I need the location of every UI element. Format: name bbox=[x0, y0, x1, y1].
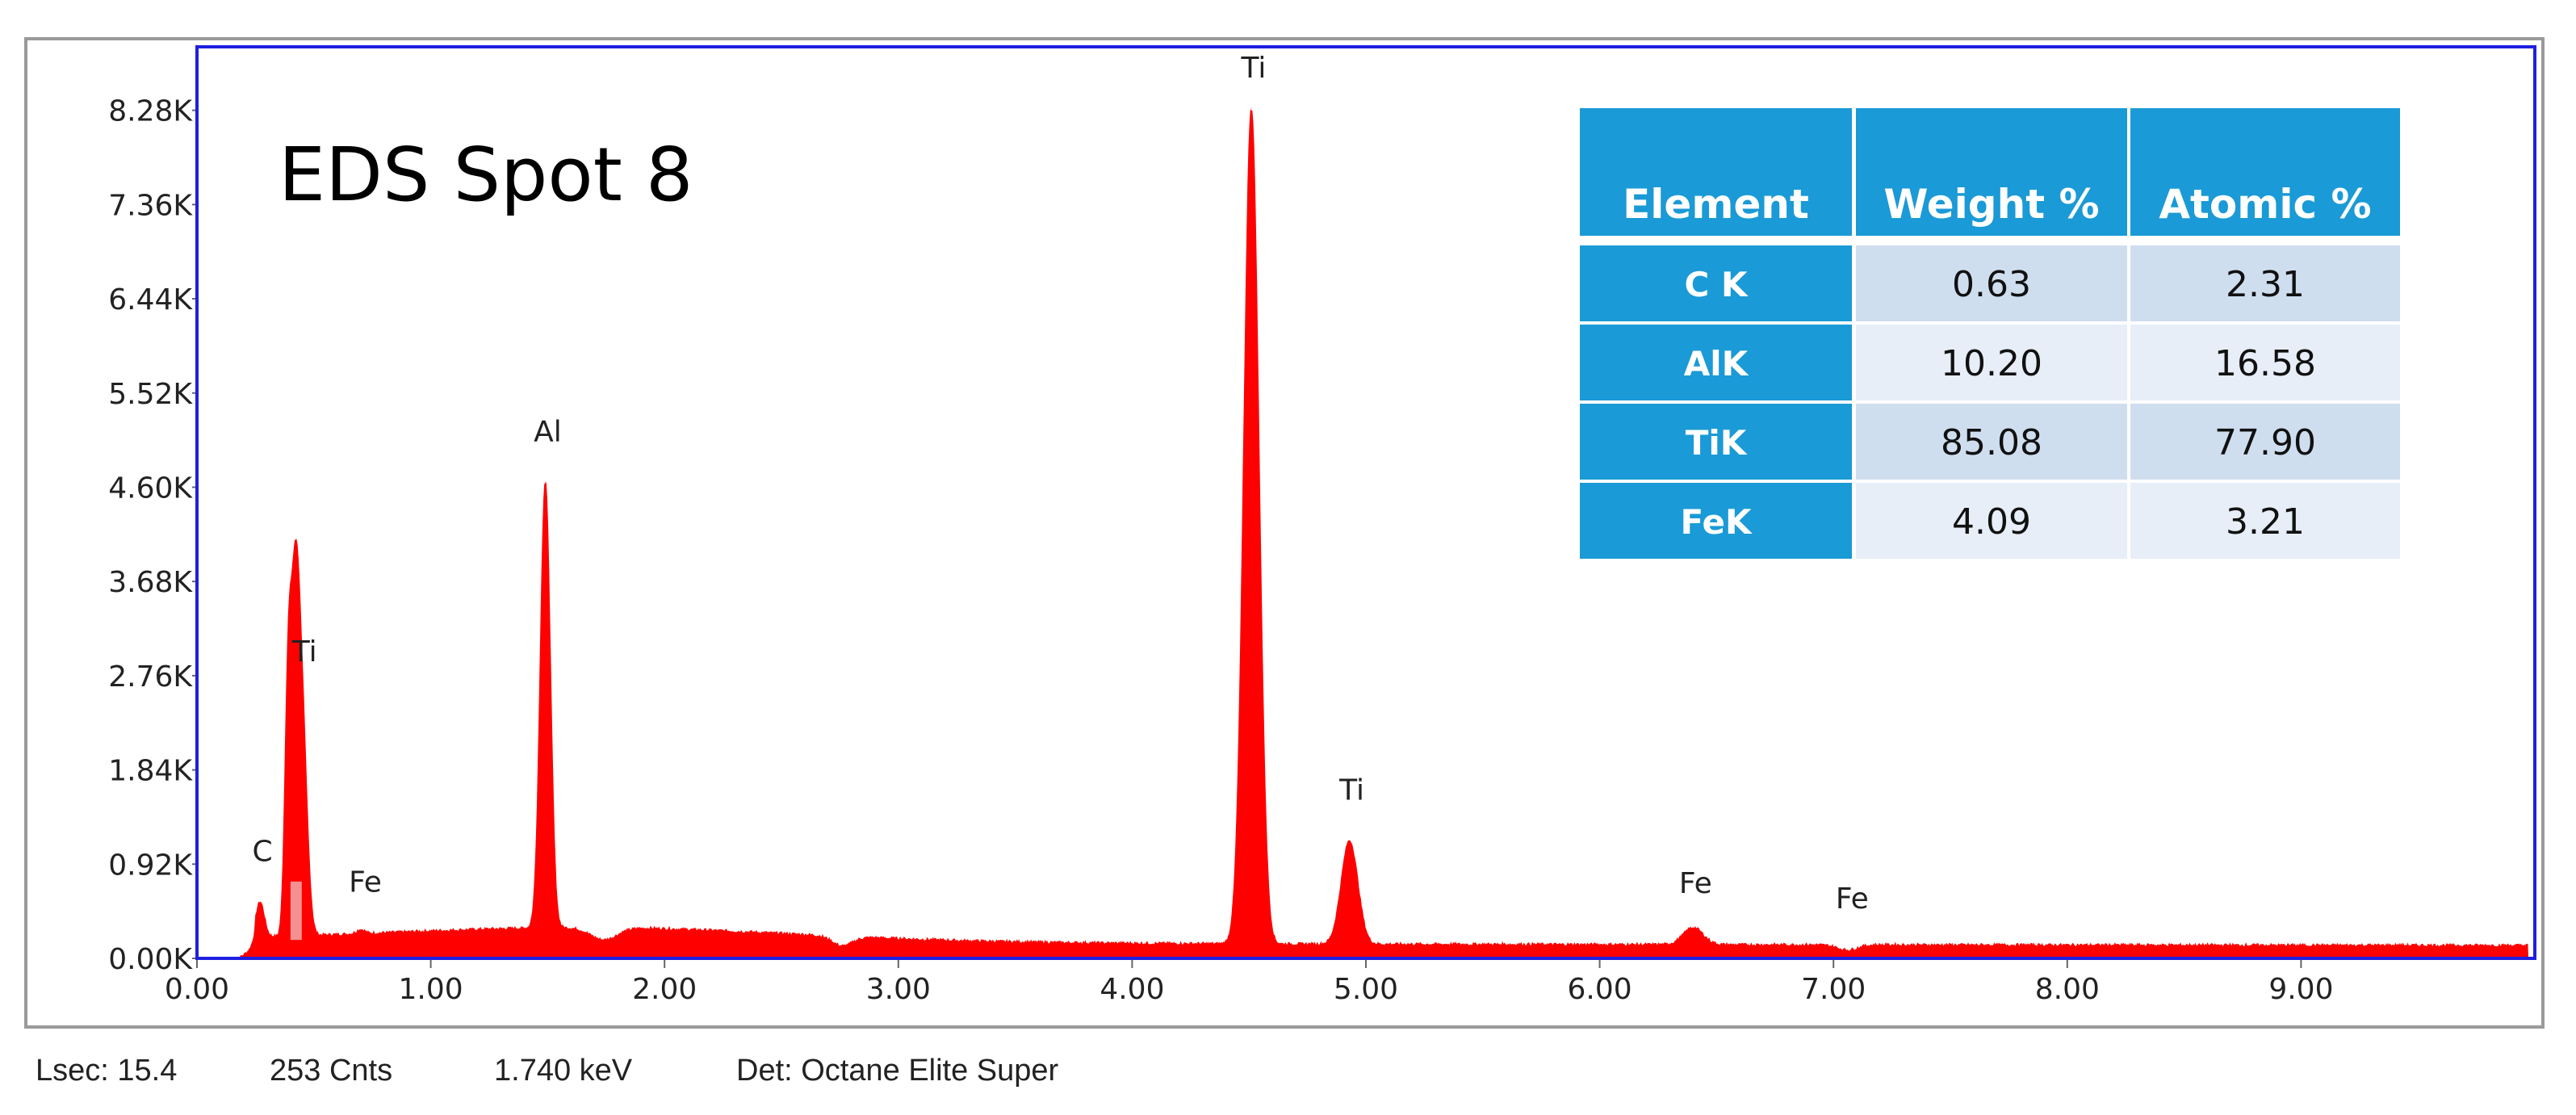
table-value: 2.31 bbox=[2226, 264, 2305, 305]
table-value: 4.09 bbox=[1952, 501, 2031, 543]
peak-point bbox=[841, 945, 843, 947]
peak-point bbox=[603, 939, 605, 941]
table-header-label: Weight % bbox=[1883, 181, 2099, 228]
y-tick-label: 4.60K bbox=[108, 472, 193, 505]
x-tick-label: 9.00 bbox=[2268, 973, 2333, 1006]
marker-highlight bbox=[290, 881, 302, 941]
peak-point bbox=[1692, 927, 1694, 928]
table-value-cell bbox=[1856, 245, 2127, 321]
table-element-cell bbox=[1580, 404, 1852, 480]
table-value-cell bbox=[1856, 325, 2127, 400]
table-element-cell bbox=[1580, 483, 1852, 559]
table-value-cell bbox=[1856, 483, 2127, 559]
table-value: 3.21 bbox=[2226, 501, 2305, 543]
table-header-cell bbox=[2130, 108, 2400, 236]
table-value-cell bbox=[2130, 404, 2400, 480]
x-tick-label: 7.00 bbox=[1801, 973, 1866, 1006]
peak-point bbox=[1847, 949, 1849, 951]
spectrum-area bbox=[234, 109, 2529, 959]
table-element-label: AlK bbox=[1684, 344, 1749, 384]
plot-area-border bbox=[195, 45, 2536, 960]
peak-point bbox=[301, 732, 303, 734]
spectrum-series bbox=[234, 107, 2529, 959]
table-value: 77.90 bbox=[2214, 422, 2316, 463]
y-tick-label: 8.28K bbox=[108, 95, 193, 128]
y-tick-label: 0.00K bbox=[108, 943, 193, 976]
peak-labels: C Ti Fe Al Ti Ti Fe Fe bbox=[253, 52, 1869, 916]
table-header-cell bbox=[1856, 108, 2127, 236]
peak-label: Fe bbox=[1836, 882, 1869, 916]
composition-table: Element Weight % Atomic % C K 0.63 2.31 AlK 10.… bbox=[1580, 108, 2400, 559]
x-tick-label: 6.00 bbox=[1568, 973, 1632, 1006]
peak-label: Fe bbox=[1679, 867, 1712, 900]
table-value: 85.08 bbox=[1941, 422, 2042, 463]
peak-point bbox=[360, 928, 362, 930]
detector-readout: Det: Octane Elite Super bbox=[736, 1053, 1059, 1088]
x-tick-label: 4.00 bbox=[1100, 973, 1164, 1006]
table-header-label: Element bbox=[1623, 181, 1809, 228]
table-value: 10.20 bbox=[1941, 343, 2042, 384]
table-value-cell bbox=[2130, 483, 2400, 559]
y-tick-label: 6.44K bbox=[108, 283, 193, 316]
x-tick-label: 8.00 bbox=[2035, 973, 2100, 1006]
y-tick-label: 7.36K bbox=[108, 189, 193, 222]
y-axis-ticks: 0.00K 0.92K 1.84K 2.76K 3.68K 4.60K 5.52K 6.44K… bbox=[108, 95, 197, 976]
table-value-cell bbox=[2130, 325, 2400, 400]
table-value: 0.63 bbox=[1952, 264, 2031, 305]
table-element-label: FeK bbox=[1680, 502, 1752, 542]
table-element-label: TiK bbox=[1686, 423, 1748, 463]
peak-label: C bbox=[253, 835, 273, 868]
table-element-label: C K bbox=[1685, 265, 1749, 304]
y-tick-label: 0.92K bbox=[108, 849, 193, 882]
x-tick-label: 5.00 bbox=[1334, 973, 1398, 1006]
table-value-cell bbox=[2130, 245, 2400, 321]
peak-point bbox=[259, 901, 261, 903]
peak-point bbox=[1349, 840, 1351, 841]
x-tick-label: 0.00 bbox=[165, 973, 229, 1006]
x-axis-ticks: 0.00 1.00 2.00 3.00 4.00 5.00 6.00 7.00 8.00 9.00 bbox=[165, 958, 2333, 1006]
live-seconds-readout: Lsec: 15.4 bbox=[36, 1053, 178, 1088]
x-tick-label: 1.00 bbox=[399, 973, 463, 1006]
y-tick-label: 5.52K bbox=[108, 378, 193, 411]
table-header-label: Atomic % bbox=[2159, 181, 2371, 228]
peak-label: Ti bbox=[291, 635, 317, 669]
status-bar: Lsec: 15.4 253 Cnts 1.740 keV Det: Octan… bbox=[36, 1046, 1058, 1095]
peak-label: Ti bbox=[1338, 773, 1364, 807]
y-tick-label: 3.68K bbox=[108, 566, 193, 599]
table-element-cell bbox=[1580, 245, 1852, 321]
peak-label: Al bbox=[534, 415, 562, 448]
chart-title: EDS Spot 8 bbox=[279, 132, 693, 218]
peak-point bbox=[545, 481, 547, 483]
table-header-cell bbox=[1580, 108, 1852, 236]
x-tick-label: 3.00 bbox=[866, 973, 931, 1006]
table-value: 16.58 bbox=[2214, 343, 2316, 384]
x-tick-label: 2.00 bbox=[632, 973, 697, 1006]
peak-label: Fe bbox=[349, 866, 382, 899]
peak-label: Ti bbox=[1241, 52, 1267, 85]
peak-point bbox=[1250, 107, 1252, 109]
counts-readout: 253 Cnts bbox=[270, 1053, 393, 1088]
table-element-cell bbox=[1580, 325, 1852, 400]
y-tick-label: 1.84K bbox=[108, 755, 193, 788]
table-value-cell bbox=[1856, 404, 2127, 480]
energy-readout: 1.740 keV bbox=[494, 1053, 633, 1088]
y-tick-label: 2.76K bbox=[108, 660, 193, 694]
